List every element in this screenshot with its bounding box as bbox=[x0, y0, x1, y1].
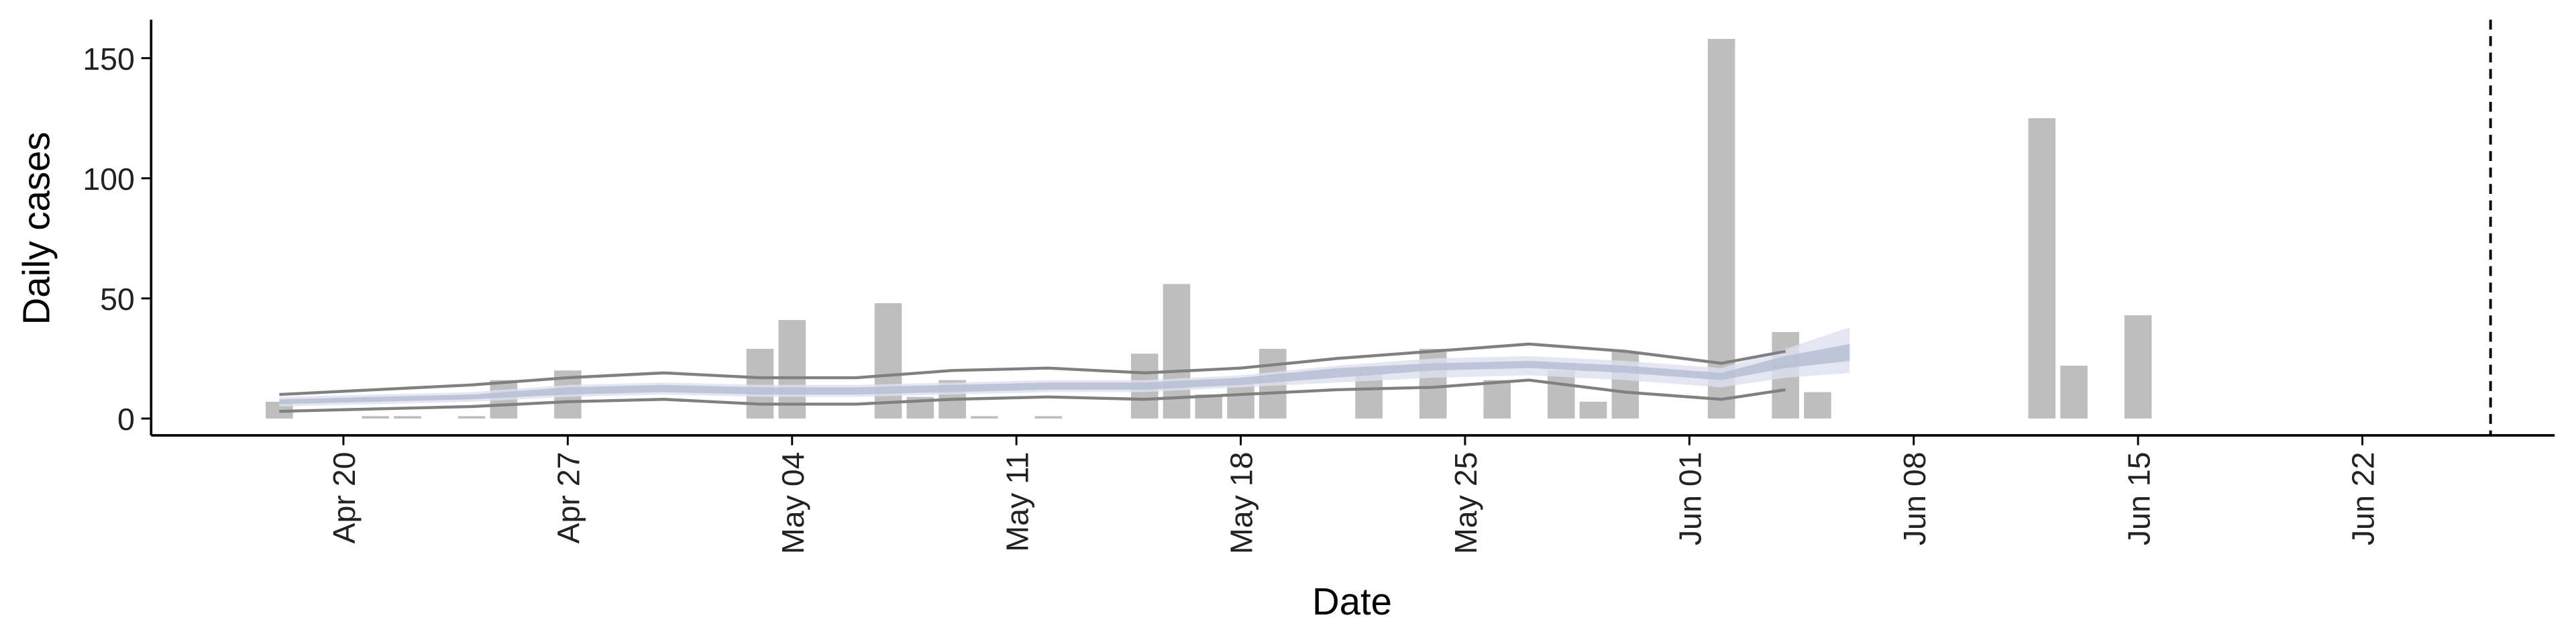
bar bbox=[971, 416, 998, 419]
y-tick-label: 100 bbox=[83, 162, 135, 197]
x-tick-label: Jun 22 bbox=[2346, 451, 2381, 545]
x-tick-label: May 04 bbox=[775, 451, 810, 554]
bar bbox=[1804, 392, 1831, 419]
bar bbox=[1579, 401, 1607, 419]
y-tick-label: 50 bbox=[100, 282, 135, 317]
x-tick-label: Jun 01 bbox=[1672, 451, 1707, 545]
x-tick-label: Jun 15 bbox=[2121, 451, 2156, 545]
x-tick-label: May 25 bbox=[1448, 451, 1483, 554]
bar bbox=[2060, 366, 2088, 419]
bar bbox=[2124, 315, 2152, 419]
bar bbox=[1227, 382, 1254, 419]
bar bbox=[2028, 118, 2056, 419]
line bbox=[279, 342, 1786, 396]
bar bbox=[1034, 416, 1063, 419]
bar bbox=[778, 320, 806, 419]
y-tick-label: 0 bbox=[117, 402, 135, 437]
ribbon bbox=[279, 343, 1850, 405]
x-tick-label: Jun 08 bbox=[1897, 451, 1932, 545]
bar bbox=[1483, 380, 1511, 419]
bar bbox=[874, 303, 902, 419]
bar bbox=[746, 349, 774, 419]
y-tick-label: 150 bbox=[83, 42, 135, 76]
bar bbox=[1195, 394, 1223, 419]
x-tick-label: May 18 bbox=[1224, 451, 1259, 554]
x-axis-title: Date bbox=[1312, 580, 1392, 623]
line bbox=[279, 378, 1786, 413]
bar bbox=[1547, 370, 1575, 419]
y-axis-title: Daily cases bbox=[15, 131, 57, 325]
bar bbox=[1707, 39, 1735, 419]
bar bbox=[458, 416, 486, 419]
x-tick-label: Apr 27 bbox=[551, 451, 586, 543]
bar bbox=[394, 416, 421, 419]
x-tick-label: May 11 bbox=[1000, 451, 1034, 551]
bar bbox=[362, 416, 390, 419]
x-tick-label: Apr 20 bbox=[327, 451, 362, 543]
